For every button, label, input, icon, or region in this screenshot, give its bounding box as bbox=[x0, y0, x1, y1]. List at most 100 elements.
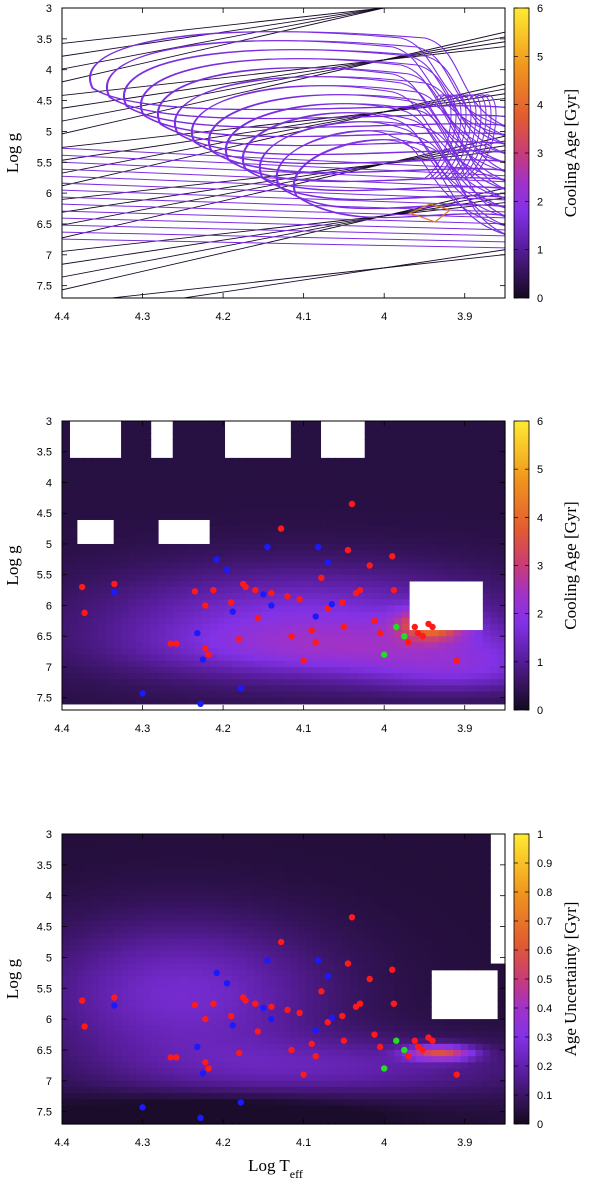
heatmap-cell bbox=[231, 611, 240, 619]
heatmap-cell bbox=[91, 895, 100, 903]
heatmap-cell bbox=[468, 494, 477, 502]
heatmap-cell bbox=[180, 494, 189, 502]
heatmap-cell bbox=[98, 920, 107, 928]
heatmap-cell bbox=[445, 451, 454, 459]
heatmap-cell bbox=[246, 630, 255, 637]
heatmap-cell bbox=[490, 623, 499, 631]
heatmap-cell bbox=[394, 488, 403, 496]
heatmap-cell bbox=[276, 988, 285, 996]
heatmap-cell bbox=[224, 660, 233, 668]
heatmap-cell bbox=[372, 691, 381, 699]
heatmap-cell bbox=[121, 926, 130, 934]
heatmap-cell bbox=[409, 550, 417, 557]
heatmap-cell bbox=[261, 963, 270, 971]
heatmap-cell bbox=[98, 476, 107, 484]
heatmap-cell bbox=[261, 574, 270, 582]
heatmap-cell bbox=[335, 1093, 344, 1100]
heatmap-cell bbox=[106, 1049, 115, 1057]
heatmap-cell bbox=[372, 920, 381, 928]
heatmap-cell bbox=[69, 908, 78, 915]
heatmap-cell bbox=[143, 488, 152, 496]
heatmap-cell bbox=[209, 679, 218, 687]
heatmap-cell bbox=[342, 476, 351, 484]
heatmap-cell bbox=[468, 500, 477, 508]
heatmap-cell bbox=[202, 834, 211, 841]
heatmap-cell bbox=[445, 482, 454, 490]
heatmap-cell bbox=[217, 451, 226, 459]
heatmap-cell bbox=[98, 834, 107, 841]
heatmap-cell bbox=[261, 654, 270, 662]
heatmap-cell bbox=[268, 697, 277, 705]
heatmap-cell bbox=[445, 666, 454, 674]
heatmap-cell bbox=[62, 858, 70, 866]
heatmap-cell bbox=[394, 932, 403, 940]
heatmap-cell bbox=[135, 864, 144, 872]
heatmap-cell bbox=[121, 673, 130, 680]
heatmap-cell bbox=[69, 1074, 78, 1082]
heatmap-cell bbox=[327, 482, 336, 490]
heatmap-cell bbox=[246, 895, 255, 903]
heatmap-cell bbox=[261, 1074, 270, 1082]
heatmap-cell bbox=[165, 994, 174, 1002]
heatmap-cell bbox=[298, 457, 307, 465]
heatmap-cell bbox=[135, 1111, 144, 1119]
heatmap-cell bbox=[172, 834, 181, 841]
heatmap-cell bbox=[313, 926, 322, 934]
heatmap-cell bbox=[165, 648, 174, 656]
heatmap-cell bbox=[327, 630, 336, 637]
heatmap-cell bbox=[98, 691, 107, 699]
heatmap-cell bbox=[91, 691, 100, 699]
heatmap-cell bbox=[98, 1117, 107, 1125]
heatmap-cell bbox=[157, 1012, 166, 1020]
heatmap-cell bbox=[231, 926, 240, 934]
heatmap-cell bbox=[438, 464, 447, 471]
heatmap-cell bbox=[290, 975, 299, 983]
heatmap-cell bbox=[84, 697, 93, 705]
heatmap-cell bbox=[246, 852, 255, 860]
heatmap-cell bbox=[246, 599, 255, 607]
heatmap-cell bbox=[268, 574, 277, 582]
heatmap-cell bbox=[106, 685, 115, 693]
heatmap-cell bbox=[202, 1000, 211, 1008]
heatmap-cell bbox=[490, 654, 499, 662]
heatmap-cell bbox=[364, 470, 373, 477]
heatmap-cell bbox=[150, 599, 159, 607]
heatmap-cell bbox=[135, 623, 144, 631]
heatmap-cell bbox=[290, 593, 299, 600]
heatmap-cell bbox=[246, 1031, 255, 1039]
heatmap-cell bbox=[209, 562, 218, 570]
heatmap-cell bbox=[121, 685, 130, 693]
heatmap-cell bbox=[209, 908, 218, 915]
heatmap-cell bbox=[490, 562, 499, 570]
heatmap-cell bbox=[497, 556, 506, 564]
heatmap-cell bbox=[372, 654, 381, 662]
heatmap-cell bbox=[62, 531, 70, 539]
heatmap-cell bbox=[150, 846, 159, 854]
heatmap-cell bbox=[401, 611, 410, 619]
heatmap-cell bbox=[401, 507, 410, 514]
heatmap-cell bbox=[76, 599, 85, 607]
heatmap-cell bbox=[106, 920, 115, 928]
heatmap-cell bbox=[224, 1080, 233, 1088]
heatmap-cell bbox=[313, 642, 322, 650]
heatmap-cell bbox=[150, 587, 159, 594]
heatmap-cell bbox=[143, 617, 152, 625]
heatmap-cell bbox=[379, 840, 388, 847]
heatmap-cell bbox=[246, 877, 255, 884]
heatmap-cell bbox=[305, 543, 314, 551]
heatmap-cell bbox=[135, 445, 144, 453]
heatmap-cell bbox=[497, 654, 506, 662]
heatmap-cell bbox=[298, 574, 307, 582]
heatmap-cell bbox=[246, 975, 255, 983]
heatmap-cell bbox=[98, 543, 107, 551]
heatmap-cell bbox=[180, 617, 189, 625]
heatmap-cell bbox=[253, 488, 262, 496]
heatmap-cell bbox=[379, 1025, 388, 1033]
heatmap-cell bbox=[69, 593, 78, 600]
heatmap-cell bbox=[276, 605, 285, 613]
heatmap-cell bbox=[231, 858, 240, 866]
heatmap-cell bbox=[290, 932, 299, 940]
heatmap-cell bbox=[121, 623, 130, 631]
heatmap-cell bbox=[150, 574, 159, 582]
heatmap-cell bbox=[172, 945, 181, 952]
